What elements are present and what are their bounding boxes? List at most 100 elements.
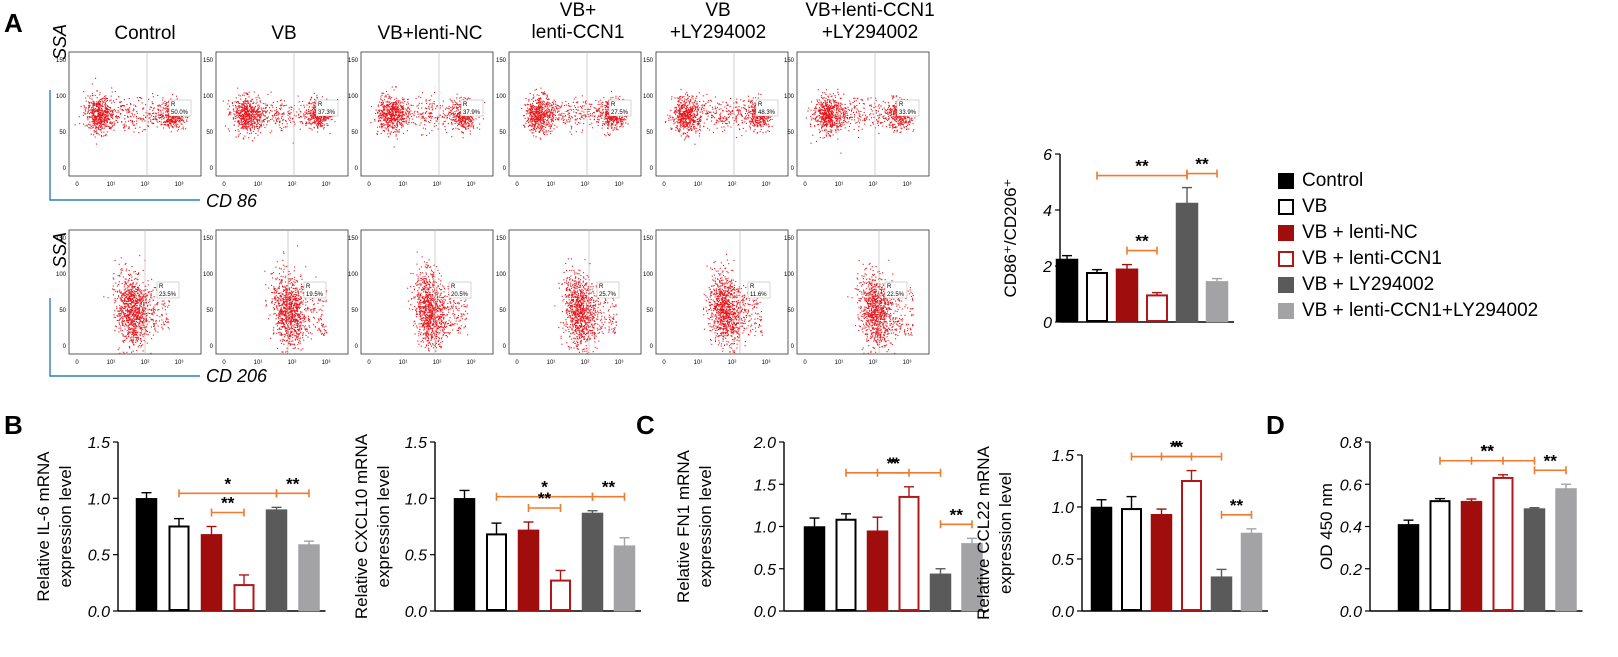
flow-x-tick: 10¹ xyxy=(547,360,556,366)
flow-gate-name: R xyxy=(171,102,176,108)
y-tick-label: 1.0 xyxy=(754,520,776,537)
bar xyxy=(1397,524,1420,612)
flow-gate-name: R xyxy=(463,102,468,108)
flow-y-tick: 50 xyxy=(351,308,358,314)
significance-label: ** xyxy=(1230,496,1244,515)
flow-plot-r2-c1: 150 100 50 0 0 10¹ 10² 10³ R 23.5% xyxy=(56,229,202,366)
significance-label: ** xyxy=(950,505,964,524)
bar xyxy=(1240,532,1263,612)
flow-x-tick: 10² xyxy=(869,360,878,366)
flow-y-tick: 0 xyxy=(355,166,359,172)
flow-y-tick: 150 xyxy=(496,236,507,242)
flow-x-tick: 10³ xyxy=(175,182,184,188)
flow-gate-box xyxy=(156,281,180,299)
bar xyxy=(1460,500,1483,612)
flow-gate-percent: 37.3% xyxy=(318,110,336,116)
bar xyxy=(1429,500,1451,611)
flow-scatter-points xyxy=(805,88,917,154)
flow-x-tick: 0 xyxy=(515,360,519,366)
bar xyxy=(1146,294,1168,322)
flow-y-tick: 0 xyxy=(210,344,214,350)
flow-gate-box xyxy=(168,99,192,117)
flow-x-tick: 10² xyxy=(581,182,590,188)
flow-column-title-line: VB+lenti-NC xyxy=(377,23,483,44)
flow-y-tick: 150 xyxy=(643,236,654,242)
flow-plot-r2-c6: 150 100 50 0 0 10¹ 10² 10³ R 22.5% xyxy=(784,229,930,366)
flow-y-tick: 150 xyxy=(56,58,67,64)
panel-label-a: A xyxy=(4,8,23,38)
flow-gate-name: R xyxy=(599,284,604,290)
flow-gate-name: R xyxy=(758,102,763,108)
bar xyxy=(265,509,288,612)
significance-label: ** xyxy=(887,454,901,473)
flow-y-tick: 50 xyxy=(787,308,794,314)
flow-x-tick: 10³ xyxy=(762,360,771,366)
flow-x-tick: 10² xyxy=(288,360,297,366)
flow-y-tick: 100 xyxy=(348,272,359,278)
y-tick-label: 0 xyxy=(1043,315,1052,332)
y-tick-label: 0.5 xyxy=(405,548,427,565)
significance-label: ** xyxy=(221,494,235,513)
flow-y-tick: 0 xyxy=(791,166,795,172)
flow-gate-name: R xyxy=(899,102,904,108)
flow-x-tick: 10¹ xyxy=(254,182,263,188)
flow-x-tick: 10³ xyxy=(903,360,912,366)
flow-plot-r1-c4: 150 100 50 0 0 10¹ 10² 10³ R 27.5% xyxy=(496,51,642,188)
flow-plot-r1-c5: 150 100 50 0 0 10¹ 10² 10³ R 48.3% xyxy=(643,51,789,188)
significance-label: * xyxy=(224,474,231,493)
bar xyxy=(1523,508,1546,612)
flow-gate-name: R xyxy=(451,284,456,290)
legend-item: VB xyxy=(1278,194,1538,220)
flow-y-tick: 0 xyxy=(63,344,67,350)
flow-y-tick: 150 xyxy=(784,236,795,242)
flow-gate-name: R xyxy=(611,102,616,108)
flow-x-tick: 10¹ xyxy=(694,182,703,188)
flow-x-tick: 10³ xyxy=(903,182,912,188)
flow-scatter-points xyxy=(703,253,763,354)
flow-scatter-points xyxy=(554,258,618,354)
y-tick-label: 1.5 xyxy=(88,435,110,452)
bar xyxy=(298,544,320,612)
flow-x-tick: 10³ xyxy=(322,360,331,366)
y-tick-label: 1.0 xyxy=(405,491,427,508)
flow-x-tick: 10² xyxy=(728,182,737,188)
flow-gate-percent: 37.9% xyxy=(463,110,481,116)
legend-label: VB + lenti-CCN1 xyxy=(1302,248,1442,269)
flow-gate-percent: 11.6% xyxy=(750,292,767,298)
significance-label: ** xyxy=(1195,155,1209,174)
flow-column-title-line: VB+lenti-CCN1 xyxy=(805,0,935,21)
flow-y-tick: 50 xyxy=(206,130,213,136)
y-tick-label: 0.5 xyxy=(754,562,776,579)
flow-x-tick: 10³ xyxy=(322,182,331,188)
flow-y-tick: 50 xyxy=(351,130,358,136)
significance-label: ** xyxy=(1544,451,1558,470)
flow-y-tick: 100 xyxy=(56,94,67,100)
flow-gate-box xyxy=(460,99,484,117)
flow-y-tick: 0 xyxy=(650,166,654,172)
flow-gate-box xyxy=(596,281,620,299)
bar xyxy=(1175,202,1199,323)
flow-gate-percent: 22.5% xyxy=(887,292,905,298)
y-tick-label: 2 xyxy=(1042,259,1052,276)
flow-plot-r1-c2: 150 100 50 0 0 10¹ 10² 10³ R 37.3% xyxy=(203,51,349,188)
flow-x-tick: 10¹ xyxy=(107,360,116,366)
flow-y-tick: 150 xyxy=(784,58,795,64)
bar xyxy=(581,512,604,612)
flow-y-tick: 100 xyxy=(496,94,507,100)
flow-column-title-line: +LY294002 xyxy=(669,22,767,43)
row2-axis-line xyxy=(49,298,200,377)
flow-gate-percent: 33.9% xyxy=(899,110,917,116)
flow-x-tick: 0 xyxy=(662,182,666,188)
flow-y-tick: 50 xyxy=(646,308,653,314)
y-axis-label: expression level xyxy=(696,466,715,588)
flow-y-tick: 0 xyxy=(210,166,214,172)
flow-x-tick: 10³ xyxy=(467,360,476,366)
flow-column-title: VB +LY294002 xyxy=(643,0,793,44)
flow-x-tick: 10¹ xyxy=(547,182,556,188)
flow-column-title-line: +LY294002 xyxy=(821,22,919,43)
flow-x-tick: 10² xyxy=(869,182,878,188)
flow-x-tick: 0 xyxy=(662,360,666,366)
flow-x-tick: 10² xyxy=(581,360,590,366)
flow-y-tick: 100 xyxy=(496,272,507,278)
y-tick-label: 0.4 xyxy=(1340,520,1362,537)
